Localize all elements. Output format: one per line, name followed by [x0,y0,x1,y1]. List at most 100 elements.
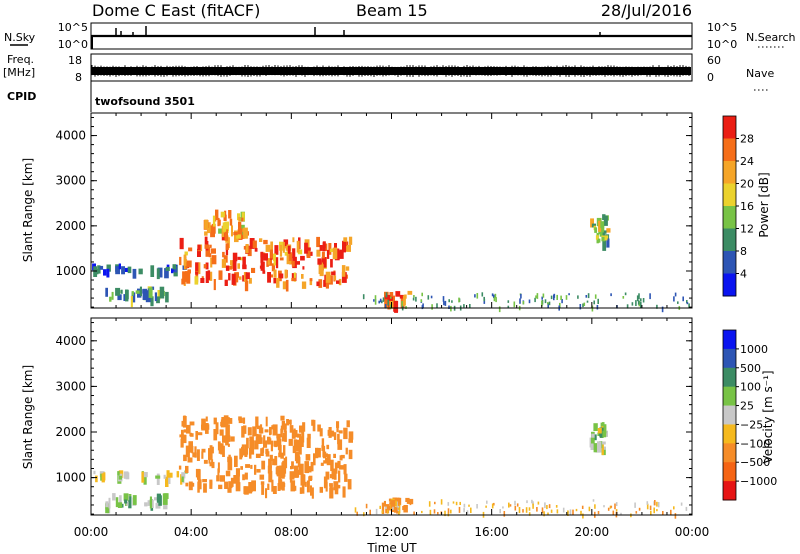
power-echo [591,223,596,228]
power-echo [93,266,98,277]
velocity-echo [189,421,195,426]
power-echo [135,290,140,294]
velocity-echo [254,464,257,475]
velocity-echo [385,504,390,514]
velocity-echo [195,431,198,440]
velocity-echo [396,501,398,508]
velocity-echo [327,429,331,436]
velocity-echo [307,433,311,439]
velocity-echo [263,440,268,448]
velocity-echo [541,507,544,514]
velocity-echo [268,458,272,469]
power-echo [236,234,241,239]
velocity-echo [344,473,348,482]
velocity-echo [292,445,297,454]
power-echo [106,264,111,272]
power-colorbar-label: Power [dB] [757,172,771,237]
velocity-echo [325,471,330,480]
power-colorbar-tick-label: 24 [740,155,754,168]
power-echo [491,293,494,297]
time-axis: 00:00 04:00 08:00 12:00 16:00 20:00 00:00 [74,525,710,539]
velocity-echo [409,499,412,506]
velocity-echo [293,439,297,450]
power-echo [126,289,129,300]
power-echo [603,230,607,234]
power-echo [252,240,257,248]
velocity-echo [235,468,240,477]
velocity-echo [518,507,521,513]
velocity-echo [254,440,259,450]
velocity-panel-frame [90,317,693,516]
power-echo [229,266,232,270]
power-echo [498,306,501,313]
velocity-echo [379,505,381,509]
velocity-echo [304,461,310,474]
power-colorbar-swatch [723,161,736,184]
power-echo [577,295,579,299]
velocity-ytick-label: 2000 [55,425,86,439]
power-echo [587,293,590,299]
power-echo [602,214,606,220]
velocity-echo [219,429,224,436]
nsky-label: N.Sky [4,31,36,44]
power-echo [224,210,227,215]
velocity-echo [289,471,295,480]
power-echo [427,295,430,300]
velocity-echo [347,479,352,490]
power-echo [165,291,169,303]
power-echo [561,299,563,304]
velocity-colorbar-swatch [723,405,736,425]
power-colorbar-tick-label: 12 [740,223,754,236]
velocity-echo [186,424,191,434]
power-echo [130,295,133,308]
power-echo [534,297,536,303]
velocity-echo [229,460,232,467]
power-echo [228,210,232,219]
velocity-echo [346,420,350,428]
power-echo [444,300,447,306]
velocity-echo [224,481,228,489]
velocity-echo [593,443,599,453]
velocity-echo [211,461,215,469]
velocity-echo [195,468,200,478]
velocity-echo [220,443,224,447]
power-echo [138,268,143,275]
power-echo [458,297,460,303]
velocity-echo [115,497,119,508]
velocity-echo [313,453,316,466]
velocity-echo [203,459,208,464]
velocity-echo [108,497,111,509]
velocity-echo [225,470,231,477]
power-echo [284,269,288,279]
power-echo [463,304,465,308]
power-echo [306,248,311,258]
velocity-echo [680,502,683,506]
velocity-echo [654,500,656,506]
velocity-echo [336,484,341,489]
power-echo [316,281,320,287]
power-echo [185,271,190,282]
freq-bottom-tick: 8 [75,71,82,84]
velocity-echo [502,506,504,509]
velocity-echo [276,471,281,477]
velocity-colorbar-frame [722,329,737,501]
nave-label: Nave [746,67,774,80]
velocity-echo [118,475,122,480]
power-echo [395,291,401,297]
power-echo [362,294,365,300]
power-colorbar-tick-label: 16 [740,200,754,213]
power-colorbar-swatch [723,138,736,162]
velocity-echo [93,470,96,475]
power-echo [197,248,201,257]
power-echo [205,247,211,257]
velocity-echo [227,487,232,493]
velocity-echo [278,479,283,490]
power-echoes [92,209,690,313]
velocity-echo [572,509,574,515]
power-echo [238,228,243,240]
power-echo [271,263,275,272]
velocity-echo [265,416,268,427]
velocity-echo [333,481,339,491]
power-echo [269,274,273,278]
power-echo [238,221,242,232]
